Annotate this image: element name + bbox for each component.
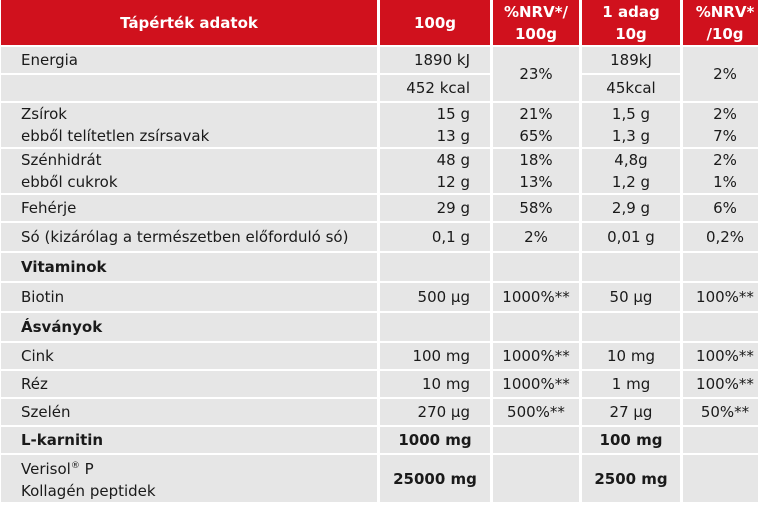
szelen-100g: 270 µg <box>380 399 490 425</box>
table-row: Cink 100 mg 1000%** 10 mg 100%** <box>1 343 758 369</box>
table-row: Fehérje 29 g 58% 2,9 g 6% <box>1 195 758 221</box>
table-row: Biotin 500 µg 1000%** 50 µg 100%** <box>1 283 758 311</box>
energia-kj: 1890 kJ <box>380 47 490 73</box>
empty-cell <box>493 253 579 281</box>
rez-nrv10: 100%** <box>683 371 758 397</box>
feherje-serving: 2,9 g <box>582 195 680 221</box>
section-row: Ásványok <box>1 313 758 341</box>
karnitin-100g: 1000 mg <box>380 427 490 453</box>
section-row: Vitaminok <box>1 253 758 281</box>
row-label-rez: Réz <box>1 371 377 397</box>
table-row: L-karnitin 1000 mg 100 mg <box>1 427 758 453</box>
table-row: Só (kizárólag a természetben előforduló … <box>1 223 758 251</box>
table-row: Réz 10 mg 1000%** 1 mg 100%** <box>1 371 758 397</box>
rez-serving: 1 mg <box>582 371 680 397</box>
header-nutrient: Tápérték adatok <box>1 0 377 45</box>
empty-cell <box>1 75 377 101</box>
empty-cell <box>582 253 680 281</box>
row-label-szenhidrat: Szénhidrát ebből cukrok <box>1 149 377 193</box>
empty-cell <box>683 313 758 341</box>
biotin-nrv10: 100%** <box>683 283 758 311</box>
szenhidrat-nrv10: 2% 1% <box>683 149 758 193</box>
section-asvanyok: Ásványok <box>1 313 377 341</box>
table-row: Energia 1890 kJ 23% 189kJ 2% <box>1 47 758 101</box>
verisol-serving: 2500 mg <box>582 455 680 502</box>
row-label-biotin: Biotin <box>1 283 377 311</box>
table-row: Szénhidrát ebből cukrok 48 g 12 g 18% 13% 4… <box>1 149 758 193</box>
header-nrv-10g: %NRV*/10g <box>683 0 758 45</box>
table-row: Szelén 270 µg 500%** 27 µg 50%** <box>1 399 758 425</box>
energia-kcal: 452 kcal <box>380 75 490 101</box>
energia-serving-kj: 189kJ <box>582 47 680 73</box>
table-row: 452 kcal 45kcal <box>1 75 758 101</box>
rez-nrv100: 1000%** <box>493 371 579 397</box>
empty-cell <box>493 313 579 341</box>
rez-100g: 10 mg <box>380 371 490 397</box>
row-label-karnitin: L-karnitin <box>1 427 377 453</box>
cink-nrv10: 100%** <box>683 343 758 369</box>
so-100g: 0,1 g <box>380 223 490 251</box>
so-nrv100: 2% <box>493 223 579 251</box>
header-nrv-100g: %NRV*/100g <box>493 0 579 45</box>
verisol-100g: 25000 mg <box>380 455 490 502</box>
row-label-energia: Energia <box>1 47 377 73</box>
table-row: Verisol® P Kollagén peptidek 25000 mg 250… <box>1 455 758 502</box>
szelen-nrv100: 500%** <box>493 399 579 425</box>
empty-cell <box>493 455 579 502</box>
karnitin-serving: 100 mg <box>582 427 680 453</box>
cink-nrv100: 1000%** <box>493 343 579 369</box>
empty-cell <box>493 427 579 453</box>
row-label-szelen: Szelén <box>1 399 377 425</box>
table-row: Zsírok ebből telítetlen zsírsavak 15 g 13 … <box>1 103 758 147</box>
row-label-zsirok: Zsírok ebből telítetlen zsírsavak <box>1 103 377 147</box>
row-label-so: Só (kizárólag a természetben előforduló … <box>1 223 377 251</box>
szenhidrat-nrv100: 18% 13% <box>493 149 579 193</box>
feherje-nrv100: 58% <box>493 195 579 221</box>
row-label-cink: Cink <box>1 343 377 369</box>
zsirok-nrv10: 2% 7% <box>683 103 758 147</box>
header-serving: 1 adag 10g <box>582 0 680 45</box>
szenhidrat-serving: 4,8g 1,2 g <box>582 149 680 193</box>
biotin-100g: 500 µg <box>380 283 490 311</box>
zsirok-serving: 1,5 g 1,3 g <box>582 103 680 147</box>
cink-serving: 10 mg <box>582 343 680 369</box>
feherje-100g: 29 g <box>380 195 490 221</box>
section-vitaminok: Vitaminok <box>1 253 377 281</box>
szelen-nrv10: 50%** <box>683 399 758 425</box>
energia-nrv100: 23% <box>493 47 579 101</box>
energia-nrv10: 2% <box>683 47 758 101</box>
biotin-serving: 50 µg <box>582 283 680 311</box>
szelen-serving: 27 µg <box>582 399 680 425</box>
header-per-100g: 100g <box>380 0 490 45</box>
empty-cell <box>380 313 490 341</box>
zsirok-100g: 15 g 13 g <box>380 103 490 147</box>
empty-cell <box>683 253 758 281</box>
empty-cell <box>380 253 490 281</box>
so-serving: 0,01 g <box>582 223 680 251</box>
row-label-feherje: Fehérje <box>1 195 377 221</box>
row-label-verisol: Verisol® P Kollagén peptidek <box>1 455 377 502</box>
zsirok-nrv100: 21% 65% <box>493 103 579 147</box>
feherje-nrv10: 6% <box>683 195 758 221</box>
cink-100g: 100 mg <box>380 343 490 369</box>
table-header: Tápérték adatok 100g %NRV*/100g 1 adag 10… <box>1 0 758 45</box>
so-nrv10: 0,2% <box>683 223 758 251</box>
szenhidrat-100g: 48 g 12 g <box>380 149 490 193</box>
biotin-nrv100: 1000%** <box>493 283 579 311</box>
energia-serving-kcal: 45kcal <box>582 75 680 101</box>
empty-cell <box>683 455 758 502</box>
empty-cell <box>582 313 680 341</box>
empty-cell <box>683 427 758 453</box>
